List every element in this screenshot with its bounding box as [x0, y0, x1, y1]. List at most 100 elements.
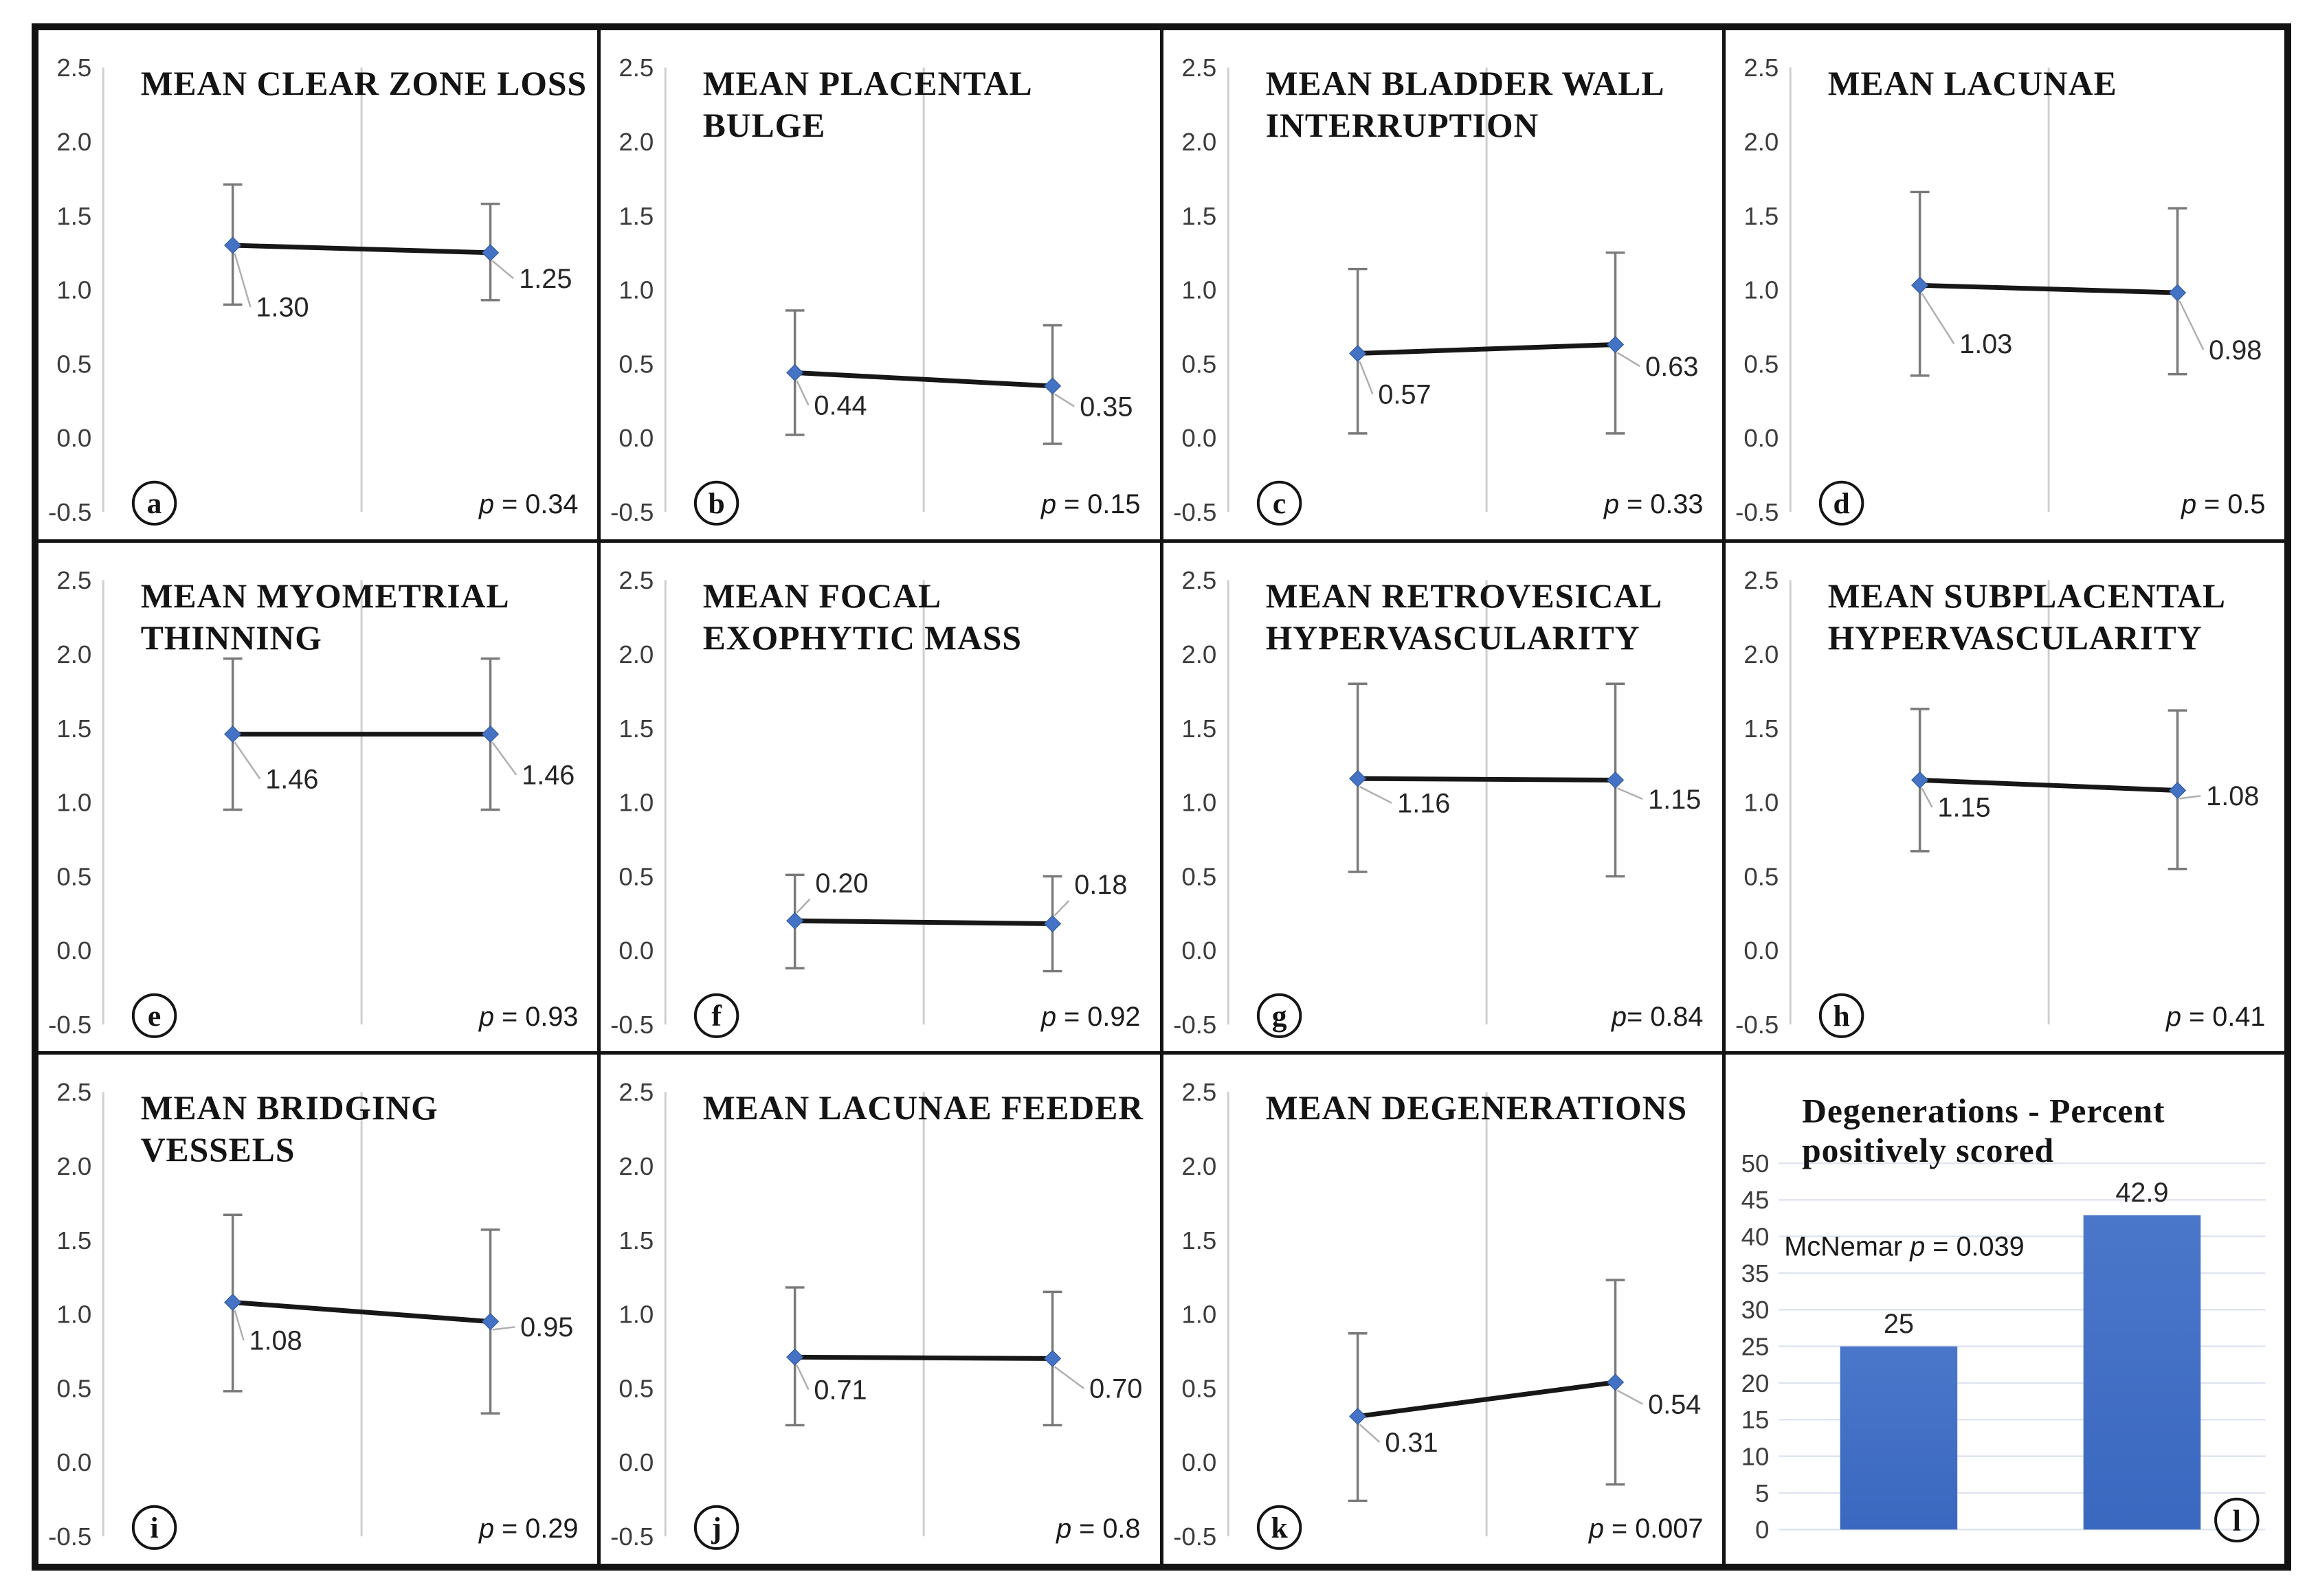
chart-d: 2.5 2.0 1.5 1.0 0.5 0.0 -0.5 1.03 0.98 p = 0.5 MEA… — [1735, 54, 2265, 526]
p-symbol: p — [2165, 1002, 2181, 1032]
series-line — [1917, 282, 2180, 295]
panel-letter: b — [709, 487, 725, 520]
figure-grid: 2.5 2.0 1.5 1.0 0.5 0.0 -0.5 1.30 1.25 p = 0.34 ME… — [32, 23, 2291, 1571]
chart-h: 2.5 2.0 1.5 1.0 0.5 0.0 -0.5 1.15 1.08 p = 0.41 ME… — [1735, 566, 2265, 1039]
data-point-label: 0.71 — [814, 1375, 867, 1406]
y-tick-label: -0.5 — [1173, 498, 1216, 526]
p-rest: = 0.29 — [494, 1514, 578, 1544]
panel-h: 2.5 2.0 1.5 1.0 0.5 0.0 -0.5 1.15 1.08 p = 0.41 ME… — [1725, 542, 2284, 1052]
p-rest: = 0.8 — [1071, 1514, 1140, 1544]
data-point-marker — [1348, 344, 1366, 362]
y-tick-label: 2.0 — [1181, 640, 1216, 668]
data-point-label: 0.57 — [1378, 380, 1431, 410]
series-line — [1355, 776, 1618, 783]
series-line — [230, 1300, 493, 1325]
panel-title: MEAN DEGENERATIONS — [1265, 1089, 1686, 1127]
series-line — [1355, 1380, 1618, 1419]
panel-k: 2.5 2.0 1.5 1.0 0.5 0.0 -0.5 0.31 0.54 p = 0.007 M… — [1163, 1055, 1722, 1564]
y-tick-label: 0.5 — [619, 350, 654, 378]
y-tick-label: -0.5 — [1735, 498, 1779, 526]
data-point-marker — [1044, 914, 1062, 932]
y-tick-label: 45 — [1741, 1187, 1769, 1215]
chart-f: 2.5 2.0 1.5 1.0 0.5 0.0 -0.5 0.20 0.18 p = 0.92 ME… — [610, 566, 1140, 1039]
p-symbol: p — [1611, 1002, 1627, 1032]
panel-j: 2.5 2.0 1.5 1.0 0.5 0.0 -0.5 0.71 0.70 p = 0.8 MEA… — [601, 1055, 1160, 1564]
chart-e: 2.5 2.0 1.5 1.0 0.5 0.0 -0.5 1.46 1.46 p = 0.93 ME… — [48, 566, 578, 1039]
panel-letter-circle — [1256, 480, 1302, 526]
p-rest: = 0.92 — [1056, 1002, 1140, 1032]
label-leader-line — [796, 1364, 810, 1391]
p-symbol: p — [1603, 489, 1619, 519]
y-tick-label: 0.5 — [1743, 862, 1779, 890]
chart-a: 2.5 2.0 1.5 1.0 0.5 0.0 -0.5 1.30 1.25 p = 0.34 ME… — [48, 54, 586, 526]
panel-letter-circle — [131, 993, 177, 1038]
y-tick-label: 0.0 — [619, 424, 654, 452]
y-tick-label: -0.5 — [48, 498, 91, 526]
panel-title: MEAN SUBPLACENTAL HYPERVASCULARITY — [1828, 577, 2226, 657]
p-rest: = 0.15 — [1056, 489, 1140, 519]
p-value-label: p = 0.29 — [478, 1514, 578, 1544]
title-line: MEAN DEGENERATIONS — [1265, 1089, 1686, 1127]
panel-letter-circle — [131, 480, 177, 526]
y-tick-label: 1.5 — [1743, 202, 1779, 230]
y-tick-label: 2.5 — [619, 1079, 654, 1107]
y-tick-label: 2.0 — [1743, 128, 1779, 156]
y-tick-label: 0.5 — [1181, 862, 1216, 890]
data-point-marker — [481, 1313, 500, 1331]
y-tick-label: -0.5 — [610, 498, 654, 526]
p-value-label: p = 0.8 — [1056, 1514, 1140, 1544]
title-line: BULGE — [703, 106, 826, 144]
chart-g: 2.5 2.0 1.5 1.0 0.5 0.0 -0.5 1.16 1.15 p= 0.84 MEA… — [1173, 566, 1703, 1039]
data-point-label: 0.20 — [816, 868, 869, 898]
title-line: MEAN FOCAL — [703, 577, 941, 615]
y-tick-label: 0.5 — [1181, 350, 1216, 378]
y-tick-label: 1.5 — [619, 714, 654, 742]
title-line: positively scored — [1802, 1132, 2054, 1169]
y-tick-label: 2.5 — [56, 1079, 91, 1107]
data-point-marker — [786, 912, 804, 930]
data-point-label: 1.08 — [249, 1326, 302, 1356]
label-leader-line — [491, 741, 517, 776]
p-symbol: p — [478, 1002, 494, 1032]
y-tick-label: 2.0 — [619, 640, 654, 668]
y-tick-label: 0.5 — [1181, 1375, 1216, 1403]
bar-value-label: 42.9 — [2115, 1178, 2168, 1208]
panel-b: 2.5 2.0 1.5 1.0 0.5 0.0 -0.5 0.44 0.35 p = 0.15 ME… — [601, 30, 1160, 539]
p-rest: = 0.93 — [494, 1002, 578, 1032]
title-line: THINNING — [141, 619, 322, 657]
y-tick-label: 0.0 — [1181, 1449, 1216, 1477]
p-rest: = 0.41 — [2181, 1002, 2265, 1032]
y-tick-label: 15 — [1741, 1406, 1769, 1435]
title-line: INTERRUPTION — [1265, 106, 1539, 144]
y-tick-label: 35 — [1741, 1259, 1769, 1288]
p-symbol: p — [1056, 1514, 1071, 1544]
y-tick-label: 1.0 — [619, 1301, 654, 1329]
y-tick-label: 1.5 — [1181, 1226, 1216, 1255]
data-point-marker — [786, 363, 804, 382]
p-value-label: p = 0.33 — [1603, 489, 1703, 519]
data-point-marker — [1606, 771, 1624, 789]
y-tick-label: 40 — [1741, 1223, 1769, 1251]
label-leader-line — [1616, 1390, 1643, 1405]
data-point-label: 1.30 — [256, 293, 309, 323]
y-tick-label: 2.5 — [1181, 54, 1216, 82]
p-value-label: p = 0.34 — [478, 489, 578, 519]
panel-letter: a — [147, 487, 162, 520]
label-leader-line — [1359, 785, 1392, 804]
label-leader-line — [2178, 300, 2205, 350]
series-line — [1917, 777, 2180, 793]
panel-letter-circle — [694, 993, 739, 1038]
panel-letter: l — [2233, 1505, 2241, 1538]
panel-title: MEAN BLADDER WALL INTERRUPTION — [1265, 65, 1664, 144]
y-tick-label: 50 — [1741, 1149, 1769, 1178]
panel-letter-circle — [1818, 480, 1864, 526]
y-tick-label: 2.5 — [56, 54, 91, 82]
panel-letter-circle — [1818, 993, 1864, 1038]
y-tick-label: 1.5 — [1181, 714, 1216, 742]
y-tick-label: 2.5 — [619, 566, 654, 594]
y-tick-label: 20 — [1741, 1369, 1769, 1397]
chart-j: 2.5 2.0 1.5 1.0 0.5 0.0 -0.5 0.71 0.70 p = 0.8 MEA… — [610, 1079, 1143, 1551]
panel-title: MEAN BRIDGING VESSELS — [141, 1089, 438, 1169]
series-line — [792, 1355, 1056, 1362]
y-tick-label: 0.0 — [56, 424, 91, 452]
